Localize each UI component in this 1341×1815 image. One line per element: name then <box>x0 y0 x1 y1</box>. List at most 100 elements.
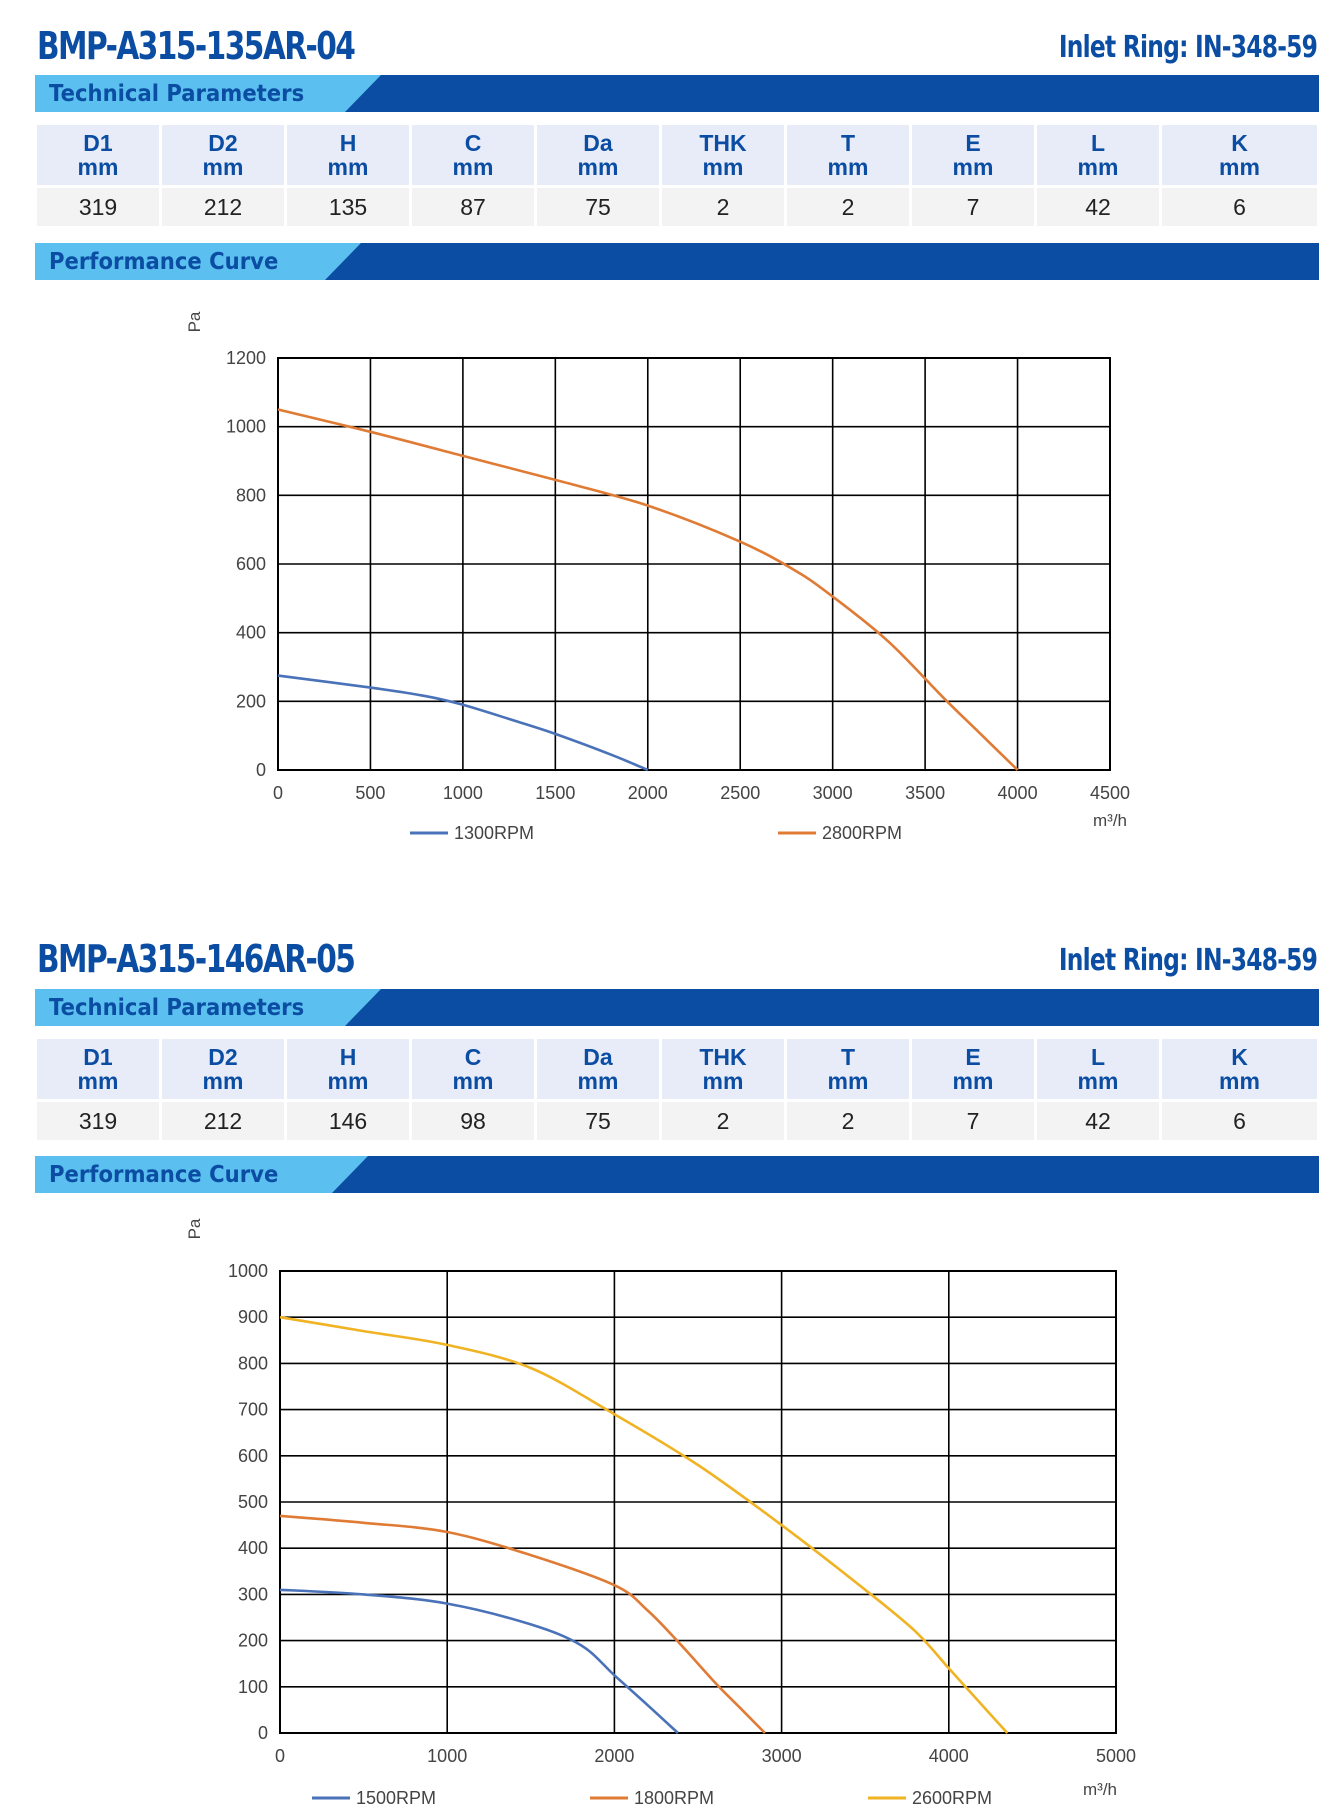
y-tick-label: 800 <box>238 1353 268 1373</box>
series-line-2600RPM <box>279 1315 1009 1734</box>
param-header-cell: THK mm <box>662 125 787 185</box>
plot-frame <box>277 357 1111 771</box>
param-value-cell: 212 <box>162 188 287 226</box>
x-tick-label: 2500 <box>720 783 760 803</box>
legend-label: 1500RPM <box>356 1788 436 1808</box>
model-name: BMP-A315-135AR-04 <box>37 24 356 68</box>
parameters-value-row: 319 212 135 87 75 2 2 7 42 6 <box>37 188 1317 226</box>
param-value-cell: 75 <box>537 188 662 226</box>
inlet-ring: Inlet Ring: IN-348-59 <box>1058 30 1318 65</box>
y-axis-label: Pa <box>185 311 204 332</box>
param-header-cell: D2 mm <box>162 125 287 185</box>
x-tick-label: 4000 <box>998 783 1038 803</box>
param-value-cell: 87 <box>412 188 537 226</box>
legend-label: 2800RPM <box>822 823 902 843</box>
param-header-cell: Da mm <box>537 125 662 185</box>
y-tick-label: 200 <box>236 691 266 711</box>
x-tick-label: 0 <box>275 1746 285 1766</box>
y-axis-label: Pa <box>185 1218 204 1239</box>
y-tick-label: 700 <box>238 1400 268 1420</box>
param-value-cell: 7 <box>912 1102 1037 1140</box>
y-tick-label: 0 <box>258 1723 268 1743</box>
legend-label: 2600RPM <box>912 1788 992 1808</box>
param-value-cell: 2 <box>787 1102 912 1140</box>
param-value-cell: 42 <box>1037 1102 1162 1140</box>
y-tick-label: 500 <box>238 1492 268 1512</box>
param-value-cell: 319 <box>37 1102 162 1140</box>
x-tick-label: 1000 <box>427 1746 467 1766</box>
param-value-cell: 2 <box>662 1102 787 1140</box>
performance-chart-svg: 0 500 1000 1500 2000 2500 3000 3500 4000 4500 0 200… <box>185 311 1130 843</box>
param-header-cell: THK mm <box>662 1039 787 1099</box>
model-name: BMP-A315-146AR-05 <box>37 937 356 981</box>
param-value-cell: 146 <box>287 1102 412 1140</box>
y-tick-label: 300 <box>238 1584 268 1604</box>
param-value-cell: 2 <box>662 188 787 226</box>
param-value-cell: 7 <box>912 188 1037 226</box>
x-tick-label: 2000 <box>594 1746 634 1766</box>
x-tick-label: 500 <box>355 783 385 803</box>
series-line-1300RPM <box>277 674 649 772</box>
section-title: Performance Curve <box>49 1162 279 1188</box>
performance-chart-svg: 0 1000 2000 3000 4000 5000 0 100 200 300 400 500 600… <box>185 1218 1136 1808</box>
param-value-cell: 42 <box>1037 188 1162 226</box>
param-header-cell: D2 mm <box>162 1039 287 1099</box>
param-value-cell: 98 <box>412 1102 537 1140</box>
section-bar-technical-parameters: Technical Parameters <box>35 989 1319 1026</box>
param-header-cell: D1 mm <box>37 125 162 185</box>
param-value-cell: 135 <box>287 188 412 226</box>
x-tick-label: 3500 <box>905 783 945 803</box>
legend-label: 1300RPM <box>454 823 534 843</box>
section-bar-performance-curve: Performance Curve <box>35 243 1319 280</box>
y-tick-label: 600 <box>238 1446 268 1466</box>
product-header: BMP-A315-146AR-05 Inlet Ring: IN-348-59 <box>37 935 1318 985</box>
param-header-cell: D1 mm <box>37 1039 162 1099</box>
plot-frame <box>279 1270 1117 1734</box>
x-tick-label: 2000 <box>628 783 668 803</box>
y-tick-label: 400 <box>238 1538 268 1558</box>
series-line-1500RPM <box>279 1588 679 1734</box>
x-tick-label: 1500 <box>535 783 575 803</box>
section-title: Technical Parameters <box>49 81 305 107</box>
section-title: Technical Parameters <box>49 995 305 1021</box>
y-tick-label: 900 <box>238 1307 268 1327</box>
y-tick-label: 1000 <box>226 417 266 437</box>
legend-label: 1800RPM <box>634 1788 714 1808</box>
section-bar-performance-curve: Performance Curve <box>35 1156 1319 1193</box>
x-tick-label: 3000 <box>762 1746 802 1766</box>
param-value-cell: 212 <box>162 1102 287 1140</box>
param-value-cell: 2 <box>787 188 912 226</box>
y-tick-label: 100 <box>238 1677 268 1697</box>
x-axis-label: m³/h <box>1093 811 1127 830</box>
y-tick-label: 800 <box>236 485 266 505</box>
x-tick-label: 3000 <box>813 783 853 803</box>
y-tick-label: 1000 <box>228 1261 268 1281</box>
param-value-cell: 319 <box>37 188 162 226</box>
series-line-2800RPM <box>277 408 1019 771</box>
param-header-cell: Da mm <box>537 1039 662 1099</box>
inlet-ring: Inlet Ring: IN-348-59 <box>1058 943 1318 978</box>
param-value-cell: 6 <box>1162 188 1317 226</box>
param-value-cell: 6 <box>1162 1102 1317 1140</box>
product-header: BMP-A315-135AR-04 Inlet Ring: IN-348-59 <box>37 22 1318 72</box>
x-tick-label: 1000 <box>443 783 483 803</box>
performance-chart-2: 0 1000 2000 3000 4000 5000 0 100 200 300 400 500 600… <box>0 1205 1341 1815</box>
series-line-1800RPM <box>279 1514 766 1734</box>
x-axis-label: m³/h <box>1083 1780 1117 1799</box>
x-tick-label: 5000 <box>1096 1746 1136 1766</box>
param-value-cell: 75 <box>537 1102 662 1140</box>
x-tick-label: 4000 <box>929 1746 969 1766</box>
